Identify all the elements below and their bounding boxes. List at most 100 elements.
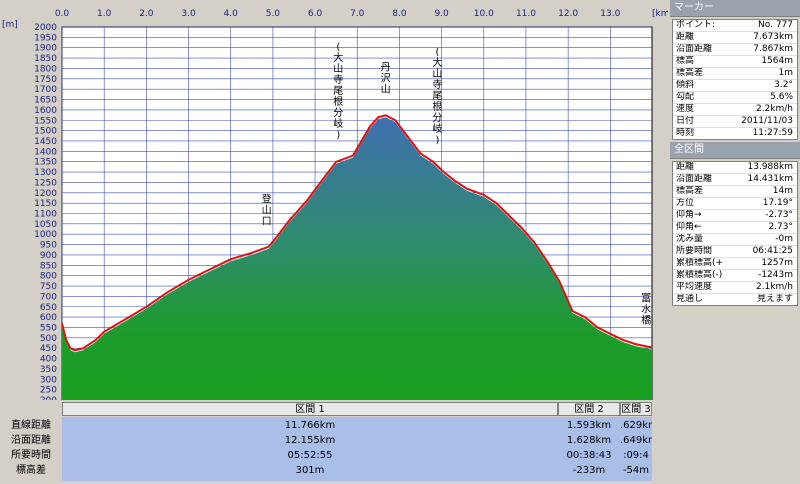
x-tick-label: 4.0 bbox=[224, 9, 239, 19]
elevation-chart-svg[interactable]: 0.0 1.0 2.0 3.0 4.0 5.0 6.0 7.0 8.0 9.0 10.0 11.0 12… bbox=[0, 0, 668, 400]
section-2-header[interactable]: 区間 2 bbox=[558, 402, 620, 416]
marker-info-key: 距離 bbox=[676, 32, 695, 42]
y-tick-label: 400 bbox=[40, 355, 57, 365]
section-1-header[interactable]: 区間 1 bbox=[62, 402, 558, 416]
x-tick-labels: 0.0 1.0 2.0 3.0 4.0 5.0 6.0 7.0 8.0 9.0 10.0 11.0 12… bbox=[55, 9, 621, 19]
y-tick-label: 700 bbox=[40, 292, 57, 302]
total-info-row: 平均速度 2.1km/h bbox=[673, 282, 797, 294]
y-tick-label: 1150 bbox=[34, 199, 57, 209]
elevation-profile-chart[interactable]: 0.0 1.0 2.0 3.0 4.0 5.0 6.0 7.0 8.0 9.0 10.0 11.0 12… bbox=[0, 0, 668, 400]
marker-info-key: 標高差 bbox=[676, 68, 704, 78]
y-tick-labels: 2002503003504004505005506006507007508008… bbox=[34, 23, 57, 400]
total-info-key: 沈み量 bbox=[676, 234, 704, 244]
y-tick-label: 850 bbox=[40, 261, 57, 271]
place-marker-char: 丹 bbox=[381, 61, 391, 73]
y-tick-label: 900 bbox=[40, 251, 57, 261]
marker-info-value: 7.867km bbox=[753, 44, 793, 54]
total-info-key: 仰角→ bbox=[676, 210, 702, 220]
section-3-header[interactable]: 区間 3 bbox=[620, 402, 652, 416]
marker-panel-title: マーカー bbox=[670, 0, 800, 17]
total-info-row: 見通し 見えます bbox=[673, 294, 797, 305]
y-tick-label: 450 bbox=[40, 344, 57, 354]
section-cell: 05:52:55 bbox=[287, 450, 333, 461]
total-info-value: 14.431km bbox=[747, 174, 793, 184]
y-tick-label: 1500 bbox=[34, 127, 57, 137]
section-cell: 1.593km bbox=[566, 420, 612, 431]
marker-info-value: No. 777 bbox=[758, 20, 793, 30]
total-info-row: 方位 17.19° bbox=[673, 198, 797, 210]
marker-info-value: 5.6% bbox=[770, 92, 793, 102]
marker-info-row: ポイント: No. 777 bbox=[673, 20, 797, 32]
marker-info-row: 勾配 5.6% bbox=[673, 92, 797, 104]
section-cell: :09:4 bbox=[623, 450, 649, 461]
section-cell: 00:38:43 bbox=[566, 450, 612, 461]
y-tick-label: 650 bbox=[40, 303, 57, 313]
marker-info-key: 速度 bbox=[676, 104, 695, 114]
section-cell: 11.766km bbox=[284, 420, 336, 431]
section-cell: -233m bbox=[572, 465, 606, 476]
y-tick-label: 200 bbox=[40, 396, 57, 400]
marker-info-value: 1m bbox=[778, 68, 794, 78]
total-info-row: 沈み量 -0m bbox=[673, 234, 797, 246]
y-tick-label: 550 bbox=[40, 323, 57, 333]
y-tick-label: 1650 bbox=[34, 96, 57, 106]
marker-info-key: 標高 bbox=[676, 56, 695, 66]
place-marker-char: 登 bbox=[262, 193, 272, 206]
place-marker-char: 山 bbox=[381, 83, 391, 95]
place-marker-char: 冨 bbox=[641, 292, 651, 304]
y-tick-label: 500 bbox=[40, 334, 57, 344]
marker-info-value: 11:27:59 bbox=[752, 128, 793, 138]
y-tick-label: 350 bbox=[40, 365, 57, 375]
place-marker-char: 沢 bbox=[381, 71, 391, 84]
y-tick-label: 1200 bbox=[34, 189, 57, 199]
total-info-row: 累積標高(+) 1257m bbox=[673, 258, 797, 270]
total-info-value: 13.988km bbox=[747, 162, 793, 172]
section-cell: .649km bbox=[620, 435, 652, 446]
y-tick-label: 1300 bbox=[34, 168, 57, 178]
place-marker-char: 山 bbox=[432, 68, 442, 80]
marker-info-row: 傾斜 3.2° bbox=[673, 80, 797, 92]
total-info-table: 距離 13.988km 沿面距離 14.431km 標高差 14m 方位 17.19° 仰角→ -… bbox=[672, 161, 798, 306]
elevation-area bbox=[62, 117, 652, 400]
y-tick-label: 950 bbox=[40, 241, 57, 251]
total-info-row: 仰角→ -2.73° bbox=[673, 210, 797, 222]
y-tick-label: 250 bbox=[40, 386, 57, 396]
total-info-value: -1243m bbox=[758, 270, 793, 280]
place-marker-char: 山 bbox=[333, 63, 343, 75]
section-row-label: 標高差 bbox=[16, 465, 46, 476]
section-cell: -54m bbox=[622, 465, 650, 476]
place-marker-char: 根 bbox=[333, 95, 343, 108]
marker-info-table: ポイント: No. 777 距離 7.673km 沿面距離 7.867km 標高 1564m 標… bbox=[672, 19, 798, 140]
total-info-value: -0m bbox=[775, 234, 793, 244]
total-info-key: 仰角← bbox=[676, 222, 702, 232]
marker-info-row: 日付 2011/11/03 bbox=[673, 116, 797, 128]
place-marker-char: 尾 bbox=[333, 85, 343, 97]
x-tick-label: 11.0 bbox=[516, 9, 536, 19]
marker-info-key: 日付 bbox=[676, 116, 695, 126]
total-info-key: 累積標高(-) bbox=[676, 270, 722, 280]
y-tick-label: 800 bbox=[40, 272, 57, 282]
x-tick-label: 10.0 bbox=[474, 9, 494, 19]
y-tick-label: 1600 bbox=[34, 106, 57, 116]
y-tick-label: 1950 bbox=[34, 33, 57, 43]
marker-info-row: 距離 7.673km bbox=[673, 32, 797, 44]
place-marker: 冨水橋 bbox=[641, 292, 651, 326]
marker-info-value: 7.673km bbox=[753, 32, 793, 42]
place-marker-char: 山 bbox=[262, 205, 272, 217]
y-tick-label: 1800 bbox=[34, 64, 57, 74]
total-info-key: 累積標高(+) bbox=[676, 258, 722, 268]
total-info-key: 方位 bbox=[676, 198, 695, 208]
place-marker: 丹沢山 bbox=[381, 61, 391, 95]
elevation-line bbox=[61, 114, 653, 352]
y-tick-label: 300 bbox=[40, 375, 57, 385]
place-marker-char: 大 bbox=[333, 51, 343, 64]
y-tick-label: 750 bbox=[40, 282, 57, 292]
marker-info-key: 傾斜 bbox=[676, 80, 695, 90]
info-panel: マーカー ポイント: No. 777 距離 7.673km 沿面距離 7.867km 標高 1… bbox=[670, 0, 800, 484]
total-info-value: 1257m bbox=[761, 258, 793, 268]
marker-info-row: 沿面距離 7.867km bbox=[673, 44, 797, 56]
section-cell: 1.628km bbox=[566, 435, 612, 446]
section-cell: .629km bbox=[620, 420, 652, 431]
